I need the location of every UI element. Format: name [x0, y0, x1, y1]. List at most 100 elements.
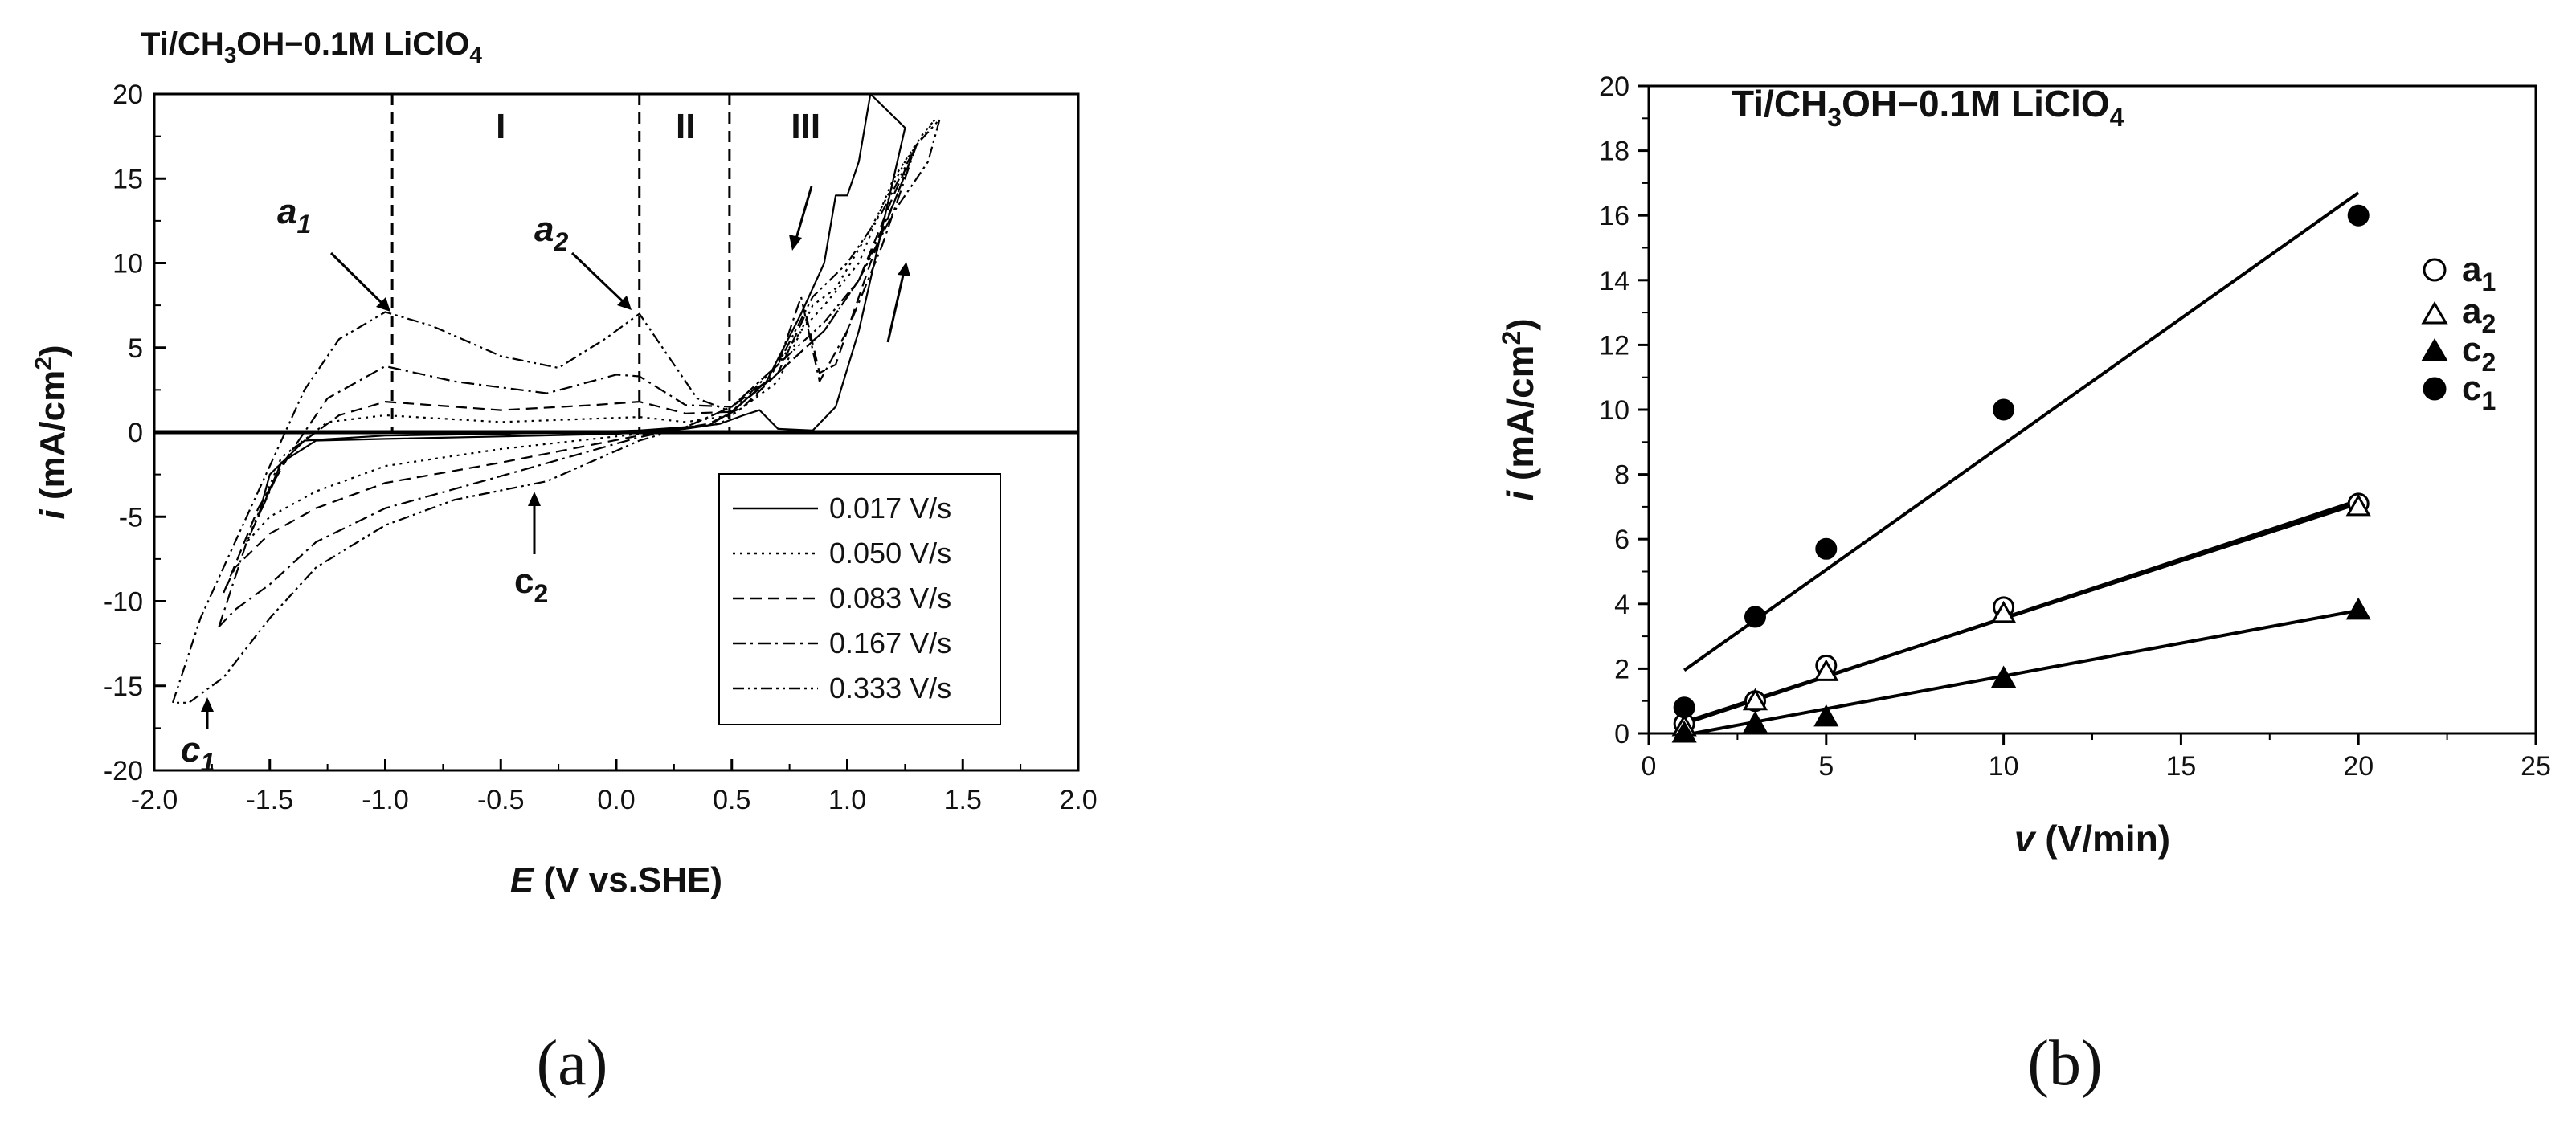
point-c2	[1813, 704, 1839, 727]
panel-b-xlabel: v (V/min)	[2014, 818, 2170, 860]
a-ytick-label: 5	[128, 333, 143, 364]
panel-b-points	[1671, 204, 2371, 743]
panel-a-ylabel: i (mA/cm2)	[31, 345, 72, 519]
point-c1	[1744, 606, 1766, 628]
panel-b-caption: (b)	[2027, 1028, 2102, 1099]
panel-a-ticks: -2.0 -1.5 -1.0 -0.5 0.0 0.5 1.0 1.5 2.0 -20 -15 -10…	[104, 80, 1098, 815]
arrow-a1	[329, 251, 387, 308]
b-xtick-label: 20	[2343, 751, 2374, 782]
peak-label-a2: a2	[534, 210, 568, 256]
point-a2	[1813, 659, 1839, 681]
panel-a-xlabel-var: E	[510, 860, 535, 900]
b-ytick-label: 14	[1599, 266, 1629, 296]
a-ytick-label: 15	[112, 164, 143, 194]
legend-b-label-a1: a1	[2462, 250, 2496, 296]
legend-b-marker-a1	[2423, 258, 2447, 282]
panel-a-title-mid: OH−0.1M LiClO	[236, 27, 469, 62]
b-ytick-label: 0	[1614, 719, 1629, 749]
panel-b-ylabel-var: i	[1499, 490, 1541, 501]
panel-a-ylabel-end: )	[33, 345, 72, 357]
point-c1	[2347, 204, 2370, 227]
peak-label-c2: c2	[514, 562, 548, 608]
arrow-c1-head	[201, 697, 214, 712]
arrow-sweep-reverse	[794, 186, 813, 242]
point-c2	[2345, 597, 2371, 620]
legend-a-label-3: 0.167 V/s	[829, 627, 951, 660]
panel-a-xlabel: E (V vs.SHE)	[510, 860, 722, 900]
b-ytick-label: 8	[1614, 460, 1629, 491]
b-xtick-label: 25	[2521, 751, 2551, 782]
panel-b-title: Ti/CH3OH−0.1M LiClO4	[1732, 83, 2124, 132]
b-ytick-label: 12	[1599, 330, 1629, 361]
b-xtick-label: 15	[2165, 751, 2196, 782]
panel-b-ylabel-end: )	[1499, 318, 1541, 330]
region-label-II: II	[676, 107, 695, 146]
panel-a-xlabel-rest: (V vs.SHE)	[534, 860, 722, 900]
a-ytick-label: 20	[112, 80, 143, 110]
point-a2	[1742, 688, 1768, 711]
a-xtick-label: 1.0	[828, 785, 866, 815]
legend-b-label-c1: c1	[2462, 369, 2496, 415]
arrow-sweep-reverse-head	[789, 235, 802, 251]
legend-a-label-2: 0.083 V/s	[829, 582, 951, 615]
panel-a-ylabel-var: i	[33, 509, 72, 520]
panel-a-ylabel-rest: (mA/cm	[33, 370, 72, 510]
a-ytick-label: 10	[112, 249, 143, 280]
a-ytick-label: -5	[119, 502, 143, 533]
b-xtick-label: 10	[1989, 751, 2019, 782]
panel-b-plot-frame	[1647, 84, 2537, 735]
cv-curve-1	[245, 118, 936, 543]
panel-a-caption: (a)	[537, 1028, 608, 1099]
cv-curve-4	[171, 118, 941, 704]
panel-a-annotation-arrows	[201, 186, 910, 729]
b-ytick-label: 10	[1599, 395, 1629, 426]
point-a2	[1991, 600, 2017, 623]
panel-a-region-labels: I II III	[496, 107, 820, 146]
fit-line-c1	[1683, 191, 2360, 672]
point-c2	[1991, 665, 2017, 688]
fit-line-a2	[1683, 501, 2359, 724]
b-ytick-label: 20	[1599, 71, 1629, 102]
b-ytick-label: 4	[1614, 590, 1629, 620]
region-label-I: I	[496, 107, 505, 146]
fit-line-c2	[1683, 608, 2359, 737]
panel-b-title-sub2: 4	[2110, 103, 2124, 132]
region-label-III: III	[791, 107, 820, 146]
panel-a-ylabel-sup: 2	[31, 357, 57, 370]
point-c1	[1993, 398, 2015, 421]
panel-a-title: Ti/CH3OH−0.1M LiClO4	[141, 27, 482, 67]
panel-a-title-sub1: 3	[224, 43, 237, 67]
a-xtick-label: -0.5	[477, 785, 525, 815]
point-c1	[1815, 537, 1838, 560]
point-c2	[1671, 720, 1697, 743]
a-ytick-label: -20	[104, 756, 143, 786]
b-xtick-label: 0	[1642, 751, 1657, 782]
legend-a-label-0: 0.017 V/s	[829, 492, 951, 525]
panel-a-title-pre: Ti/CH	[141, 27, 224, 62]
panel-b-title-pre: Ti/CH	[1732, 83, 1827, 125]
peak-label-c1: c1	[181, 730, 215, 777]
legend-b-marker-a2	[2421, 301, 2448, 325]
b-ytick-label: 18	[1599, 137, 1629, 167]
arrow-a2	[570, 251, 627, 305]
panel-b-xlabel-rest: (V/min)	[2034, 818, 2170, 860]
a-ytick-label: -15	[104, 672, 143, 702]
legend-b-marker-c1	[2423, 377, 2447, 401]
a-xtick-label: -2.0	[131, 785, 178, 815]
point-a2	[2345, 493, 2371, 517]
panel-b-ticks: 0 5 10 15 20 25 0 2 4 6 8 10 12 14 16 18 20	[1599, 71, 2551, 782]
panel-a-plot-frame	[153, 92, 1080, 772]
legend-b-label-a2: a2	[2462, 292, 2496, 338]
b-ytick-label: 2	[1614, 654, 1629, 684]
panel-b-ylabel: i (mA/cm2)	[1497, 318, 1541, 500]
panel-b-title-mid: OH−0.1M LiClO	[1842, 83, 2110, 125]
b-ytick-label: 16	[1599, 201, 1629, 231]
panel-b-ylabel-rest: (mA/cm	[1499, 345, 1541, 490]
panel-a-title-sub2: 4	[469, 43, 482, 67]
legend-b-label-c2: c2	[2462, 330, 2496, 377]
panel-b-ylabel-sup: 2	[1497, 331, 1526, 345]
panel-a-peak-labels: a1 a2 c2 c1	[181, 192, 568, 777]
panel-a-region-boundaries	[390, 94, 731, 432]
panel-b-xlabel-var: v	[2014, 818, 2037, 860]
